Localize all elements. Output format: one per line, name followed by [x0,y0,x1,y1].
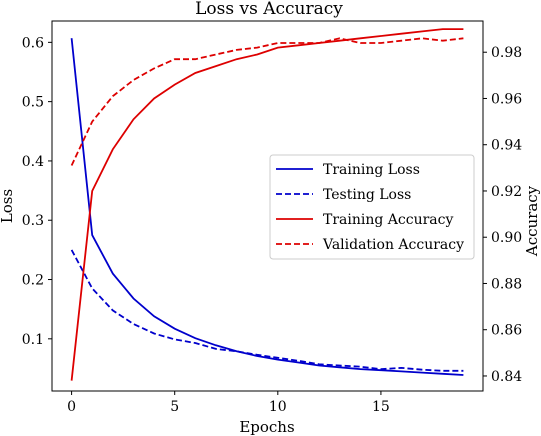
y-right-tick-label: 0.90 [491,230,522,246]
y-right-tick-label: 0.98 [491,45,522,61]
legend-label-training-loss: Training Loss [323,162,420,178]
y-right-tick-label: 0.88 [491,276,522,292]
y-left-tick-label: 0.6 [22,35,44,51]
y-right-tick-label: 0.92 [491,184,522,200]
y-right-tick-label: 0.84 [491,369,522,385]
chart-title: Loss vs Accuracy [195,0,343,19]
series-line-validation-accuracy [70,37,464,166]
x-tick-label: 15 [372,399,390,415]
series-lines [70,28,464,381]
x-tick-label: 0 [67,399,76,415]
y-left-tick-label: 0.5 [22,95,44,111]
y-right-tick-label: 0.86 [491,323,522,339]
legend: Training Loss Testing Loss Training Accura… [269,154,475,260]
series-line-testing-loss [70,249,464,372]
x-tick-label: 5 [170,399,179,415]
axis-ticks: 0 5 10 15 0.1 0.2 0.3 0.4 0.5 0.6 0.84 0.86 0.88 0.90… [22,35,523,415]
x-axis-label: Epochs [239,418,294,436]
y-axis-label-left: Loss [0,189,16,223]
y-right-tick-label: 0.96 [491,91,522,107]
legend-label-training-accuracy: Training Accuracy [323,212,453,228]
series-line-training-accuracy [70,28,464,381]
series-line-training-loss [70,38,464,376]
legend-box [269,154,475,260]
y-left-tick-label: 0.2 [22,273,44,289]
y-axis-label-right: Accuracy [523,185,541,257]
plot-frame [51,20,484,392]
legend-label-testing-loss: Testing Loss [323,187,411,203]
legend-label-validation-accuracy: Validation Accuracy [322,237,464,253]
y-left-tick-label: 0.4 [22,154,44,170]
y-right-tick-label: 0.94 [491,138,522,154]
y-left-tick-label: 0.3 [22,213,44,229]
y-left-tick-label: 0.1 [22,332,44,348]
x-tick-label: 10 [269,399,287,415]
